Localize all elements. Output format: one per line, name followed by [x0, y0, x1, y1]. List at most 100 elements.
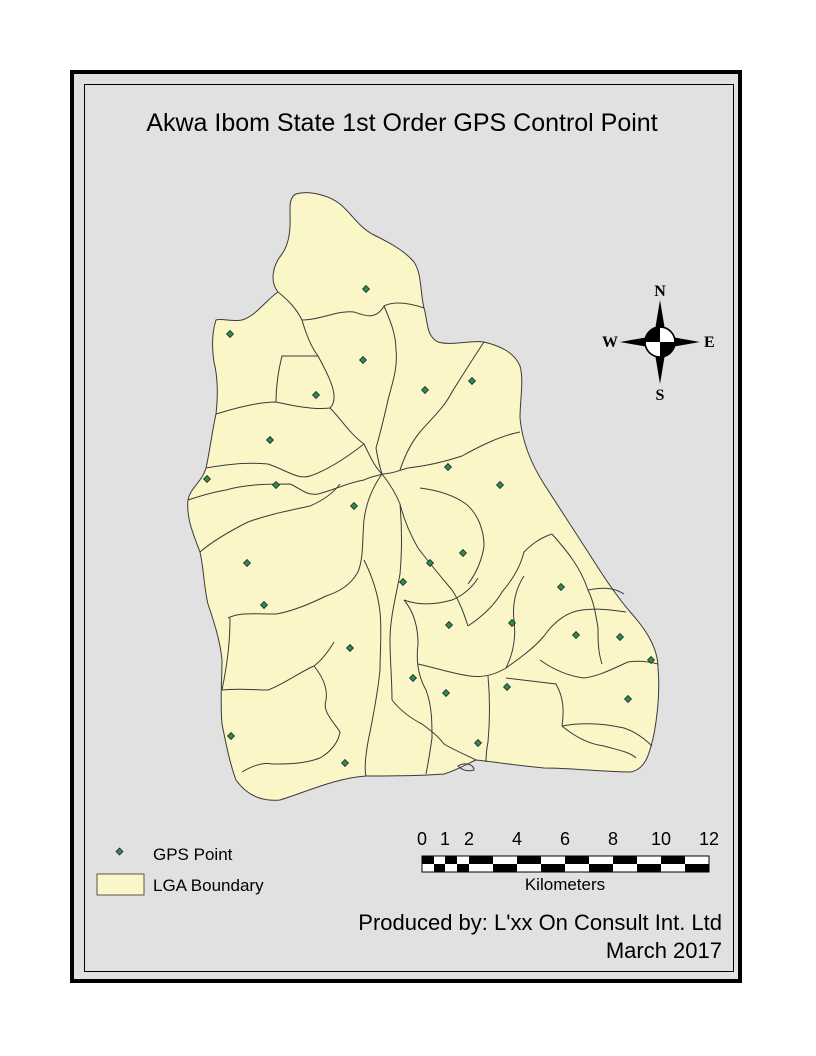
legend-item-gps-point: GPS Point [115, 845, 233, 864]
gps-point [243, 559, 251, 567]
lga-line [221, 641, 335, 691]
scale-segment [565, 856, 589, 864]
lga-line [399, 341, 485, 471]
legend: GPS Point LGA Boundary [96, 845, 264, 896]
lga-line [561, 723, 653, 747]
lga-boundary-symbol [96, 873, 145, 896]
scale-segment [517, 864, 541, 872]
scale-segment [541, 856, 565, 864]
lga-line [505, 575, 525, 669]
lga-line [363, 559, 382, 777]
gps-point [616, 633, 624, 641]
north-label: N [654, 283, 666, 300]
lga-line [417, 663, 507, 677]
gps-point [426, 559, 434, 567]
gps-point [266, 436, 274, 444]
gps-point [226, 330, 234, 338]
scale-tick-label: 4 [512, 829, 522, 849]
gps-points-layer [203, 285, 655, 767]
lga-line [467, 533, 553, 627]
scale-segment [589, 864, 613, 872]
lga-line [485, 675, 490, 763]
scale-segment [422, 856, 434, 864]
lga-line [419, 487, 485, 585]
scale-tick-label: 8 [608, 829, 618, 849]
scale-tick-label: 6 [560, 829, 570, 849]
scale-segment [493, 864, 517, 872]
scale-segment [457, 856, 469, 864]
lga-line [381, 431, 521, 475]
producer-credit: Produced by: L'xx On Consult Int. Ltd [358, 910, 722, 935]
production-date: March 2017 [606, 938, 722, 963]
gps-point [272, 481, 280, 489]
gps-point [508, 619, 516, 627]
scale-segment [445, 864, 457, 872]
lga-internal-lines [187, 291, 659, 777]
scale-segment [434, 864, 445, 872]
lga-line [221, 617, 231, 691]
lga-line [275, 319, 319, 403]
south-label: S [656, 387, 665, 404]
gps-point [572, 631, 580, 639]
gps-point [399, 578, 407, 586]
lga-line [199, 483, 341, 553]
gps-point [362, 285, 370, 293]
scale-tick-label: 12 [699, 829, 719, 849]
gps-point [203, 475, 211, 483]
gps-point [557, 583, 565, 591]
scale-segment [613, 864, 637, 872]
legend-gps-point-label: GPS Point [153, 845, 233, 864]
lga-line [389, 503, 402, 701]
lga-line [215, 355, 335, 415]
gps-point [503, 683, 511, 691]
lga-line [403, 599, 433, 775]
scale-segment [637, 856, 661, 864]
scale-segment [613, 856, 637, 864]
gps-point [409, 674, 417, 682]
scale-segment [637, 864, 661, 872]
scale-segment [469, 864, 493, 872]
legend-lga-boundary-label: LGA Boundary [153, 876, 264, 895]
scale-segment [541, 864, 565, 872]
gps-point [227, 732, 235, 740]
scale-segment [445, 856, 457, 864]
scale-tick-label: 1 [440, 829, 450, 849]
lga-line [505, 677, 564, 727]
north-arrow: N S E W [602, 283, 715, 404]
gps-point [346, 644, 354, 652]
scale-segment [685, 864, 709, 872]
lga-line [391, 699, 477, 761]
lga-line [457, 763, 475, 772]
scale-tick-label: 2 [464, 829, 474, 849]
gps-point [444, 463, 452, 471]
scale-segment [434, 856, 445, 864]
lga-line [227, 473, 383, 619]
scale-outline [421, 855, 710, 873]
scale-segment [457, 864, 469, 872]
lga-line [241, 665, 341, 773]
gps-point [468, 377, 476, 385]
state-outline [187, 192, 660, 801]
north-arrow-quadrant [660, 342, 675, 357]
scale-tick-label: 10 [651, 829, 671, 849]
scale-segment [685, 856, 709, 864]
lga-line [187, 473, 383, 501]
scale-units: Kilometers [525, 875, 605, 894]
lga-line [505, 608, 627, 669]
map-frame-inner [84, 84, 734, 972]
gps-point [624, 695, 632, 703]
lga-line [277, 291, 425, 321]
scale-tick-labels: 0 1 2 4 6 8 10 12 [417, 829, 719, 849]
lga-line [375, 305, 397, 475]
scale-segment [422, 864, 434, 872]
lga-boundaries [187, 192, 660, 801]
scale-segment [589, 856, 613, 864]
scale-segment [661, 856, 685, 864]
lga-line [403, 577, 479, 605]
gps-point [442, 689, 450, 697]
gps-point [445, 621, 453, 629]
legend-item-lga-boundary: LGA Boundary [96, 873, 264, 896]
scale-bar: 0 1 2 4 6 8 10 12 Kilometers [417, 829, 719, 894]
gps-point [359, 356, 367, 364]
